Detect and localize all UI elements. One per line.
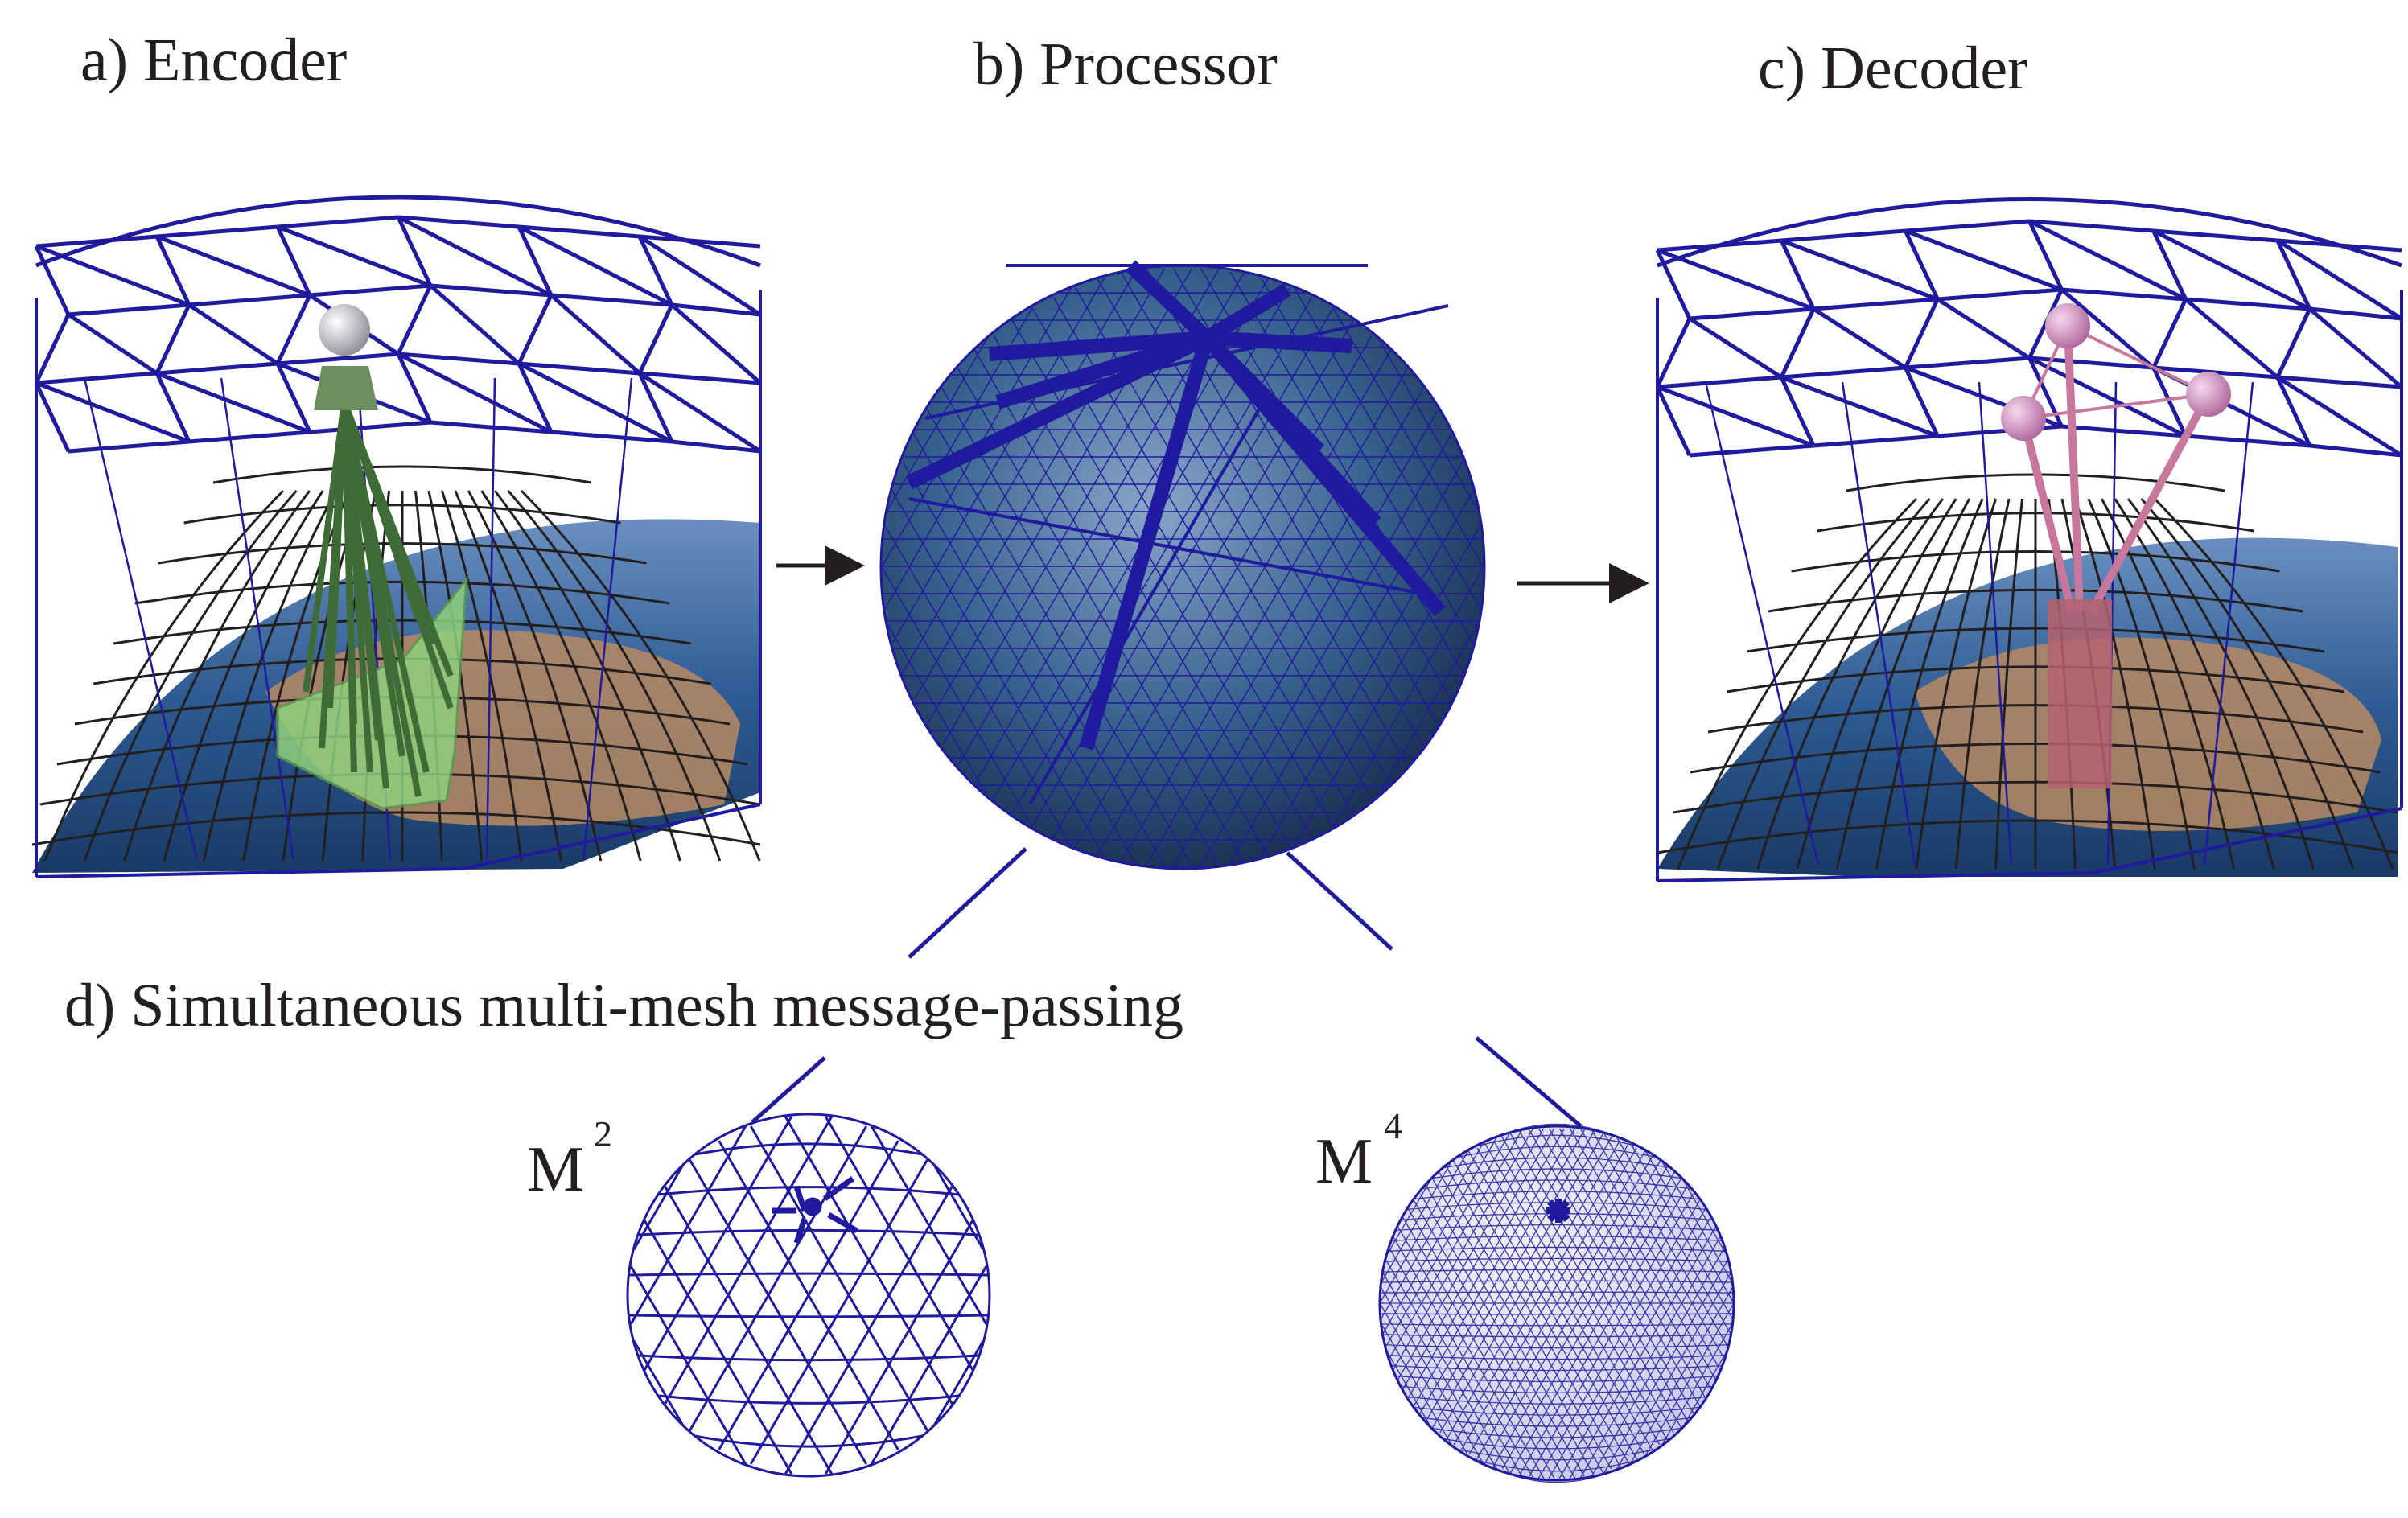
mesh-m4-letter: M [1315,1126,1373,1197]
encoder-cone [314,366,378,410]
decoder-mesh-node-1 [2045,303,2090,348]
mesh-m4-label: M 4 [1315,1105,1402,1197]
mesh-m4-exponent: 4 [1384,1105,1402,1146]
processor-label: b) Processor [973,31,1278,98]
mesh-m4-sphere [1378,1123,1735,1483]
encoder-panel [31,195,762,878]
mesh-m2-sphere [626,1113,991,1478]
encoder-grid2mesh-edges [276,304,468,810]
mesh-m4-message-star [1546,1199,1570,1223]
mesh-m2-message-arrows [772,1176,858,1244]
zoom-line-m2 [751,1056,826,1124]
decoder-mesh-wireframe [1655,197,2403,882]
decoder-mesh-node-3 [2001,396,2046,441]
mesh-m2-letter: M [527,1134,584,1205]
processor-multimesh [879,260,1486,870]
decoder-target-cell [2048,599,2112,788]
processor-panel [879,260,1486,870]
decoder-label: c) Decoder [1758,35,2027,102]
encoder-label: a) Encoder [80,27,347,94]
zoom-line-left [908,847,1027,959]
encoder-mesh-node [319,304,370,356]
zoom-line-right [1286,851,1393,951]
multimesh-label: d) Simultaneous multi-mesh message-passi… [64,972,1183,1039]
mesh-m2-exponent: 2 [594,1113,612,1154]
zoom-line-m4 [1475,1036,1583,1128]
encoder-mesh-wireframe [34,195,762,878]
mesh-m2-label: M 2 [527,1113,612,1205]
decoder-panel [1655,197,2403,882]
decoder-mesh2grid-edges [2001,303,2231,788]
decoder-mesh-node-2 [2186,372,2231,417]
decoder-latlon-grid [1657,473,2398,870]
